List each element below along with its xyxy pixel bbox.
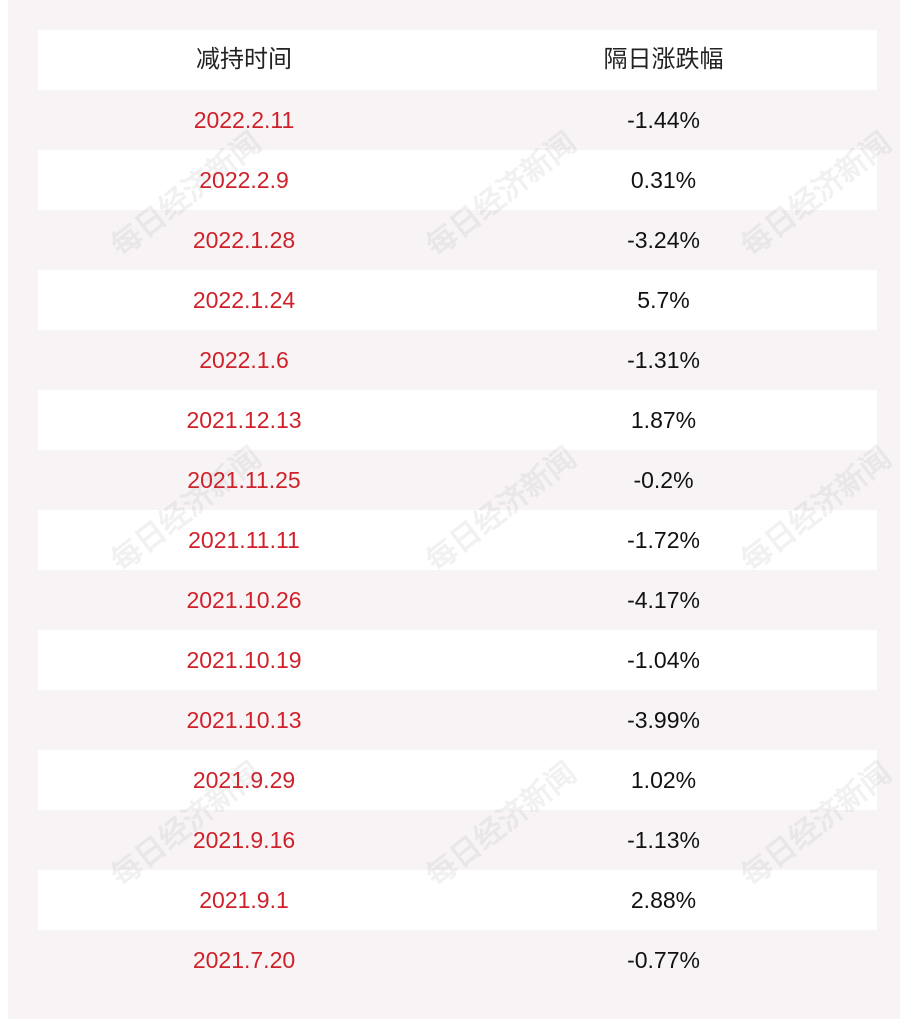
reduction-table: 减持时间 隔日涨跌幅 2022.2.11 -1.44% 2022.2.9 0.3… — [38, 30, 877, 990]
table-row: 2022.2.9 0.31% — [38, 150, 877, 210]
change-cell: -1.44% — [627, 107, 700, 133]
change-cell: 0.31% — [630, 167, 697, 193]
table-row: 2021.12.13 1.87% — [38, 390, 877, 450]
change-cell: -3.24% — [627, 227, 700, 253]
change-cell: 2.88% — [630, 887, 697, 913]
date-cell: 2022.1.28 — [192, 227, 296, 253]
table-row: 2021.9.16 -1.13% — [38, 810, 877, 870]
table-row: 2021.9.1 2.88% — [38, 870, 877, 930]
date-cell: 2021.10.19 — [186, 647, 302, 673]
change-cell: -0.77% — [627, 947, 700, 973]
date-cell: 2021.10.13 — [186, 707, 302, 733]
table-row: 2021.9.29 1.02% — [38, 750, 877, 810]
date-cell: 2021.9.16 — [192, 827, 296, 853]
table-row: 2021.7.20 -0.77% — [38, 930, 877, 990]
date-cell: 2021.12.13 — [186, 407, 302, 433]
change-cell: 1.02% — [630, 767, 697, 793]
table-row: 2022.1.6 -1.31% — [38, 330, 877, 390]
date-cell: 2021.10.26 — [186, 587, 302, 613]
table-row: 2021.10.13 -3.99% — [38, 690, 877, 750]
table-row: 2021.11.11 -1.72% — [38, 510, 877, 570]
date-cell: 2022.2.9 — [199, 167, 289, 193]
date-cell: 2021.9.29 — [192, 767, 296, 793]
change-cell: -3.99% — [627, 707, 700, 733]
table-header-row: 减持时间 隔日涨跌幅 — [38, 30, 877, 90]
header-change: 隔日涨跌幅 — [603, 46, 724, 73]
date-cell: 2022.1.6 — [199, 347, 289, 373]
table-row: 2022.2.11 -1.44% — [38, 90, 877, 150]
date-cell: 2022.2.11 — [193, 107, 295, 133]
table-row: 2022.1.28 -3.24% — [38, 210, 877, 270]
table-row: 2021.11.25 -0.2% — [38, 450, 877, 510]
change-cell: -1.04% — [627, 647, 700, 673]
change-cell: -0.2% — [633, 467, 694, 493]
change-cell: 1.87% — [630, 407, 697, 433]
change-cell: -1.31% — [627, 347, 700, 373]
change-cell: -1.72% — [627, 527, 700, 553]
date-cell: 2021.9.1 — [199, 887, 289, 913]
table-row: 2022.1.24 5.7% — [38, 270, 877, 330]
table-row: 2021.10.19 -1.04% — [38, 630, 877, 690]
header-date: 减持时间 — [196, 46, 292, 73]
date-cell: 2021.11.11 — [188, 527, 300, 553]
date-cell: 2021.11.25 — [187, 467, 301, 493]
date-cell: 2021.7.20 — [192, 947, 296, 973]
table-row: 2021.10.26 -4.17% — [38, 570, 877, 630]
change-cell: -1.13% — [627, 827, 700, 853]
change-cell: 5.7% — [637, 287, 690, 313]
change-cell: -4.17% — [627, 587, 700, 613]
date-cell: 2022.1.24 — [192, 287, 296, 313]
